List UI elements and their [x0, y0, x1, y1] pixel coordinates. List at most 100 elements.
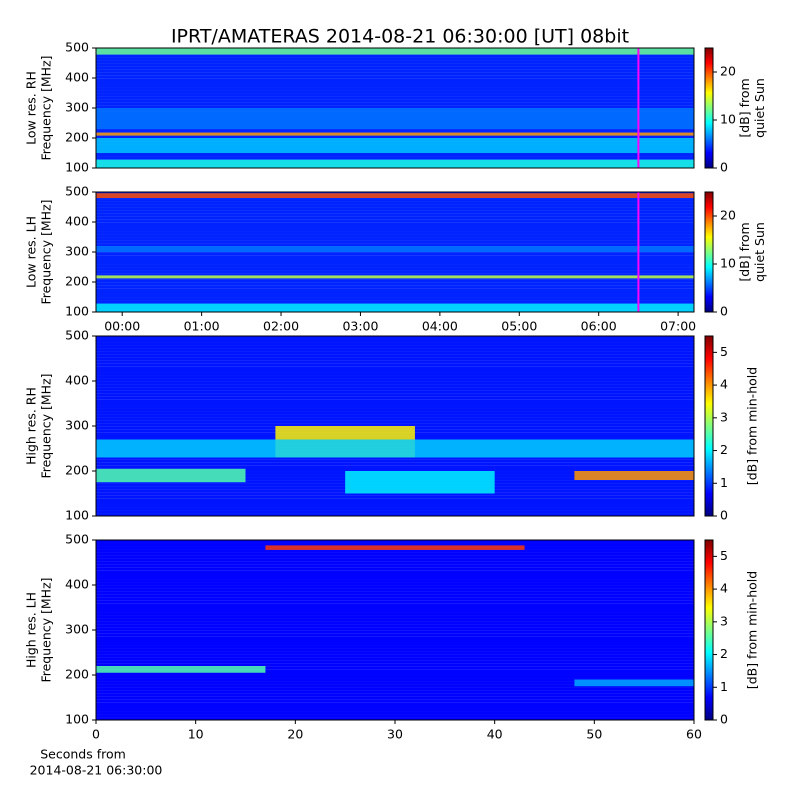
texture — [96, 498, 694, 499]
y-tick-label: 500 — [65, 184, 89, 199]
texture — [96, 417, 694, 418]
x-tick-label: 20 — [287, 727, 303, 742]
y-tick-label: 100 — [65, 304, 89, 319]
texture — [96, 609, 694, 610]
x-tick-label: 05:00 — [501, 319, 537, 334]
texture — [96, 339, 694, 340]
texture — [96, 366, 694, 367]
x-tick-label: 07:00 — [660, 319, 696, 334]
colorbar-tick-label: 20 — [720, 208, 736, 223]
texture — [96, 231, 694, 232]
texture — [96, 381, 694, 382]
texture — [96, 603, 694, 604]
texture — [96, 588, 694, 589]
texture — [96, 423, 694, 424]
colorbar-tick-label: 0 — [720, 508, 728, 523]
texture — [96, 255, 694, 256]
y-tick-label: 200 — [65, 463, 89, 478]
texture — [96, 648, 694, 649]
texture — [96, 237, 694, 238]
x-tick-label: 03:00 — [342, 319, 378, 334]
x-tick-label: 40 — [487, 727, 503, 742]
band — [96, 275, 694, 279]
y-tick-label: 100 — [65, 712, 89, 727]
texture — [96, 396, 694, 397]
texture — [96, 354, 694, 355]
band — [96, 246, 694, 252]
colorbar-tick-label: 5 — [720, 548, 728, 563]
texture — [96, 708, 694, 709]
band — [574, 471, 694, 480]
texture — [96, 213, 694, 214]
texture — [96, 675, 694, 676]
texture — [96, 75, 694, 76]
band — [345, 471, 495, 494]
texture — [96, 243, 694, 244]
y-tick-label: 400 — [65, 214, 89, 229]
texture — [96, 699, 694, 700]
texture — [96, 153, 694, 154]
texture — [96, 633, 694, 634]
y-tick-label: 200 — [65, 274, 89, 289]
y-tick-label: 100 — [65, 160, 89, 175]
texture — [96, 288, 694, 289]
texture — [96, 78, 694, 79]
texture — [96, 219, 694, 220]
texture — [96, 210, 694, 211]
x-axis-label: 2014-08-21 06:30:00 — [30, 763, 163, 778]
texture — [96, 657, 694, 658]
texture — [96, 513, 694, 514]
colorbar-tick-label: 1 — [720, 679, 728, 694]
texture — [96, 702, 694, 703]
texture — [96, 564, 694, 565]
x-tick-label: 01:00 — [184, 319, 220, 334]
y-tick-label: 400 — [65, 70, 89, 85]
colorbar-label: [dB] from — [737, 78, 752, 137]
colorbar — [704, 539, 714, 721]
texture — [96, 585, 694, 586]
colorbar — [704, 47, 714, 169]
texture — [96, 57, 694, 58]
heatmap — [96, 48, 694, 168]
colorbar-tick-label: 0 — [720, 304, 728, 319]
texture — [96, 372, 694, 373]
texture — [96, 687, 694, 688]
band — [96, 159, 694, 168]
texture — [96, 102, 694, 103]
y-tick-label: 300 — [65, 622, 89, 637]
colorbar-tick-label: 10 — [720, 256, 736, 271]
colorbar-tick-label: 4 — [720, 581, 728, 596]
texture — [96, 204, 694, 205]
texture — [96, 222, 694, 223]
texture — [96, 297, 694, 298]
texture — [96, 105, 694, 106]
colorbar-label: quiet Sun — [752, 222, 767, 282]
figure-title: IPRT/AMATERAS 2014-08-21 06:30:00 [UT] 0… — [171, 26, 629, 48]
colorbar-tick-label: 0 — [720, 712, 728, 727]
texture — [96, 654, 694, 655]
texture — [96, 342, 694, 343]
texture — [96, 576, 694, 577]
y-axis-label: Frequency [MHz] — [39, 55, 54, 160]
texture — [96, 240, 694, 241]
x-tick-label: 04:00 — [422, 319, 458, 334]
texture — [96, 393, 694, 394]
y-axis-label: Low res. RH — [24, 71, 39, 145]
texture — [96, 198, 694, 199]
texture — [96, 459, 694, 460]
x-tick-label: 00:00 — [104, 319, 140, 334]
colorbar-label: [dB] from — [737, 222, 752, 281]
y-tick-label: 500 — [65, 532, 89, 547]
texture — [96, 543, 694, 544]
texture — [96, 567, 694, 568]
x-tick-label: 06:00 — [581, 319, 617, 334]
band — [96, 193, 694, 198]
band — [96, 48, 694, 55]
texture — [96, 594, 694, 595]
y-axis-label: Frequency [MHz] — [39, 199, 54, 304]
band — [96, 108, 694, 129]
texture — [96, 69, 694, 70]
texture — [96, 261, 694, 262]
texture — [96, 282, 694, 283]
texture — [96, 591, 694, 592]
